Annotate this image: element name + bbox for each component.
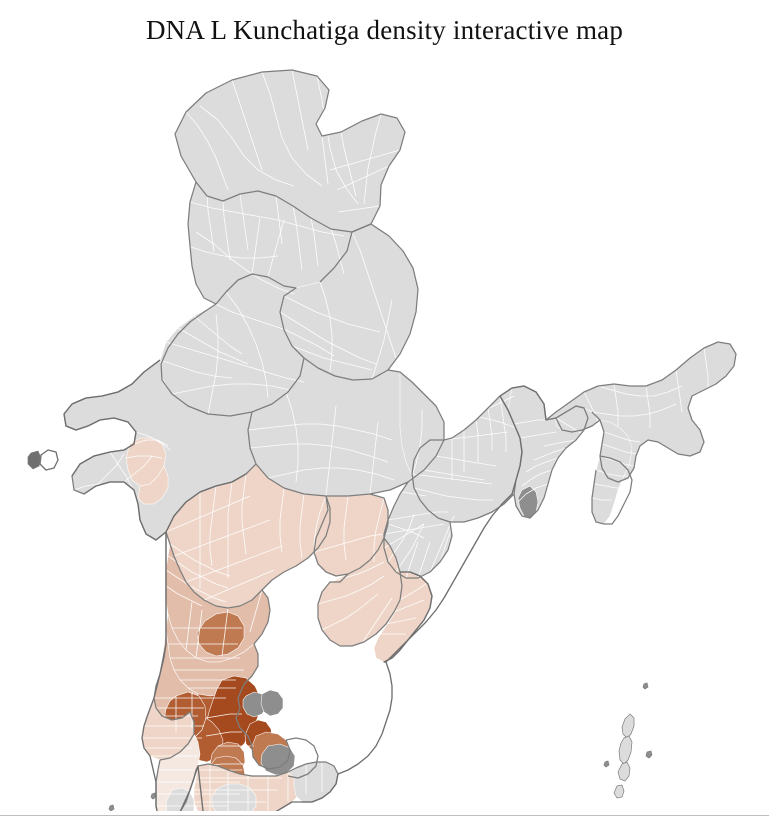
territory-mark-west xyxy=(28,451,41,469)
island-middle-andaman[interactable] xyxy=(619,736,632,764)
region-group-with-data[interactable] xyxy=(126,438,432,811)
island-dot-west[interactable] xyxy=(604,761,609,767)
island-south-andaman[interactable] xyxy=(618,762,630,781)
india-district-choropleth-map[interactable] xyxy=(0,46,769,811)
island-little-andaman[interactable] xyxy=(614,785,624,798)
region-gujarat-narmada-strip[interactable] xyxy=(138,466,168,504)
region-group-no-data[interactable] xyxy=(64,70,736,578)
island-dot-east[interactable] xyxy=(646,751,652,758)
region-bengaluru-urban[interactable] xyxy=(243,692,266,717)
island-dot-arabian[interactable] xyxy=(109,805,114,811)
page-title: DNA L Kunchatiga density interactive map xyxy=(145,15,624,45)
region-tamilnadu-interior-grey[interactable] xyxy=(212,784,256,811)
small-territory-marks xyxy=(28,451,41,469)
island-north-andaman[interactable] xyxy=(622,714,634,738)
region-rajasthan[interactable] xyxy=(160,274,304,416)
region-mizoram-tripura-manipur[interactable] xyxy=(592,420,632,524)
island-dot-north[interactable] xyxy=(643,683,648,689)
region-group-andaman-nicobar[interactable] xyxy=(109,683,652,811)
national-coastline xyxy=(40,360,546,811)
region-kolar-grey[interactable] xyxy=(261,690,283,716)
island-dot-lakshadweep[interactable] xyxy=(151,793,156,799)
